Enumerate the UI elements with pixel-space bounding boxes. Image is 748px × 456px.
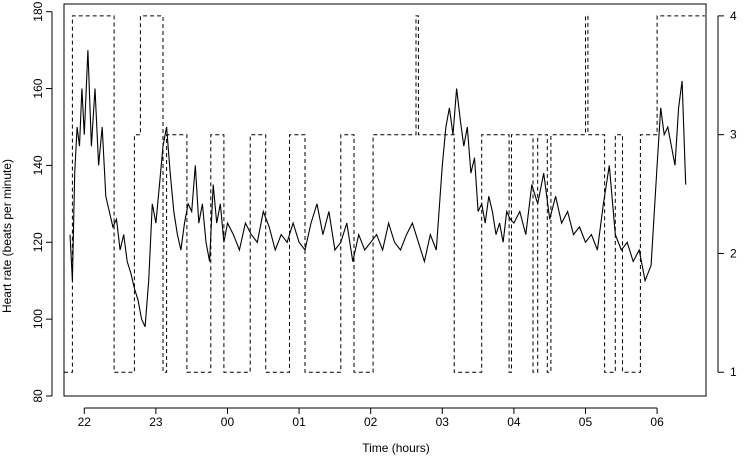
y-tick-label: 140 <box>31 155 45 175</box>
y-tick-label: 180 <box>31 1 45 21</box>
x-axis-title: Time (hours) <box>362 441 430 455</box>
x-tick-label: 22 <box>78 415 92 429</box>
y-tick-label: 160 <box>31 78 45 98</box>
y2-tick-label: 4 <box>730 9 737 23</box>
plot-frame <box>63 3 707 397</box>
x-tick-label: 03 <box>436 415 450 429</box>
x-tick-label: 04 <box>507 415 521 429</box>
x-tick-label: 01 <box>292 415 306 429</box>
y-tick-label: 80 <box>31 389 45 403</box>
x-tick-label: 06 <box>650 415 664 429</box>
y-tick-label: 120 <box>31 232 45 252</box>
x-tick-label: 23 <box>149 415 163 429</box>
stage-series-line <box>64 15 705 373</box>
x-tick-label: 02 <box>364 415 378 429</box>
y-axis-title: Heart rate (beats per minute) <box>0 159 14 313</box>
x-tick-label: 00 <box>221 415 235 429</box>
y2-tick-label: 2 <box>730 246 737 260</box>
x-tick-label: 05 <box>579 415 593 429</box>
y-tick-label: 100 <box>31 309 45 329</box>
heart-rate-series-line <box>69 50 687 328</box>
y2-tick-label: 3 <box>730 128 737 142</box>
y2-tick-label: 1 <box>730 365 737 379</box>
